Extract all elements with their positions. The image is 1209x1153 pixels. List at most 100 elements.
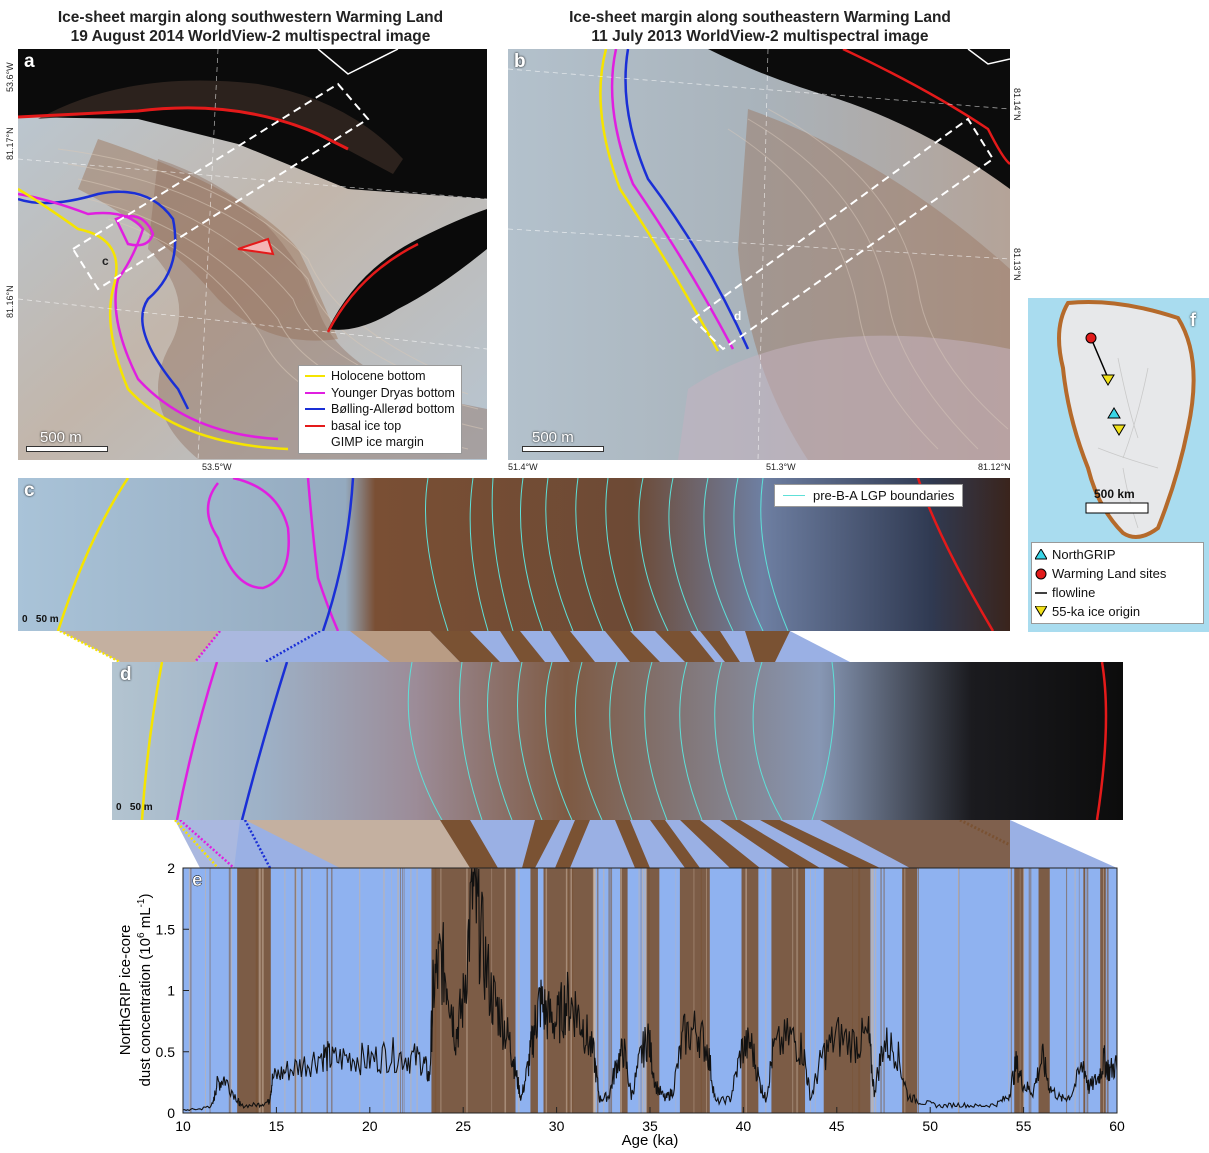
connector-de-yd-line bbox=[179, 820, 235, 868]
panel-d-image-svg bbox=[112, 662, 1123, 820]
legend-holocene: Holocene bottom bbox=[305, 368, 455, 385]
panel-a-basal-ice-top-line bbox=[18, 106, 349, 151]
legend-basal-ice: basal ice top bbox=[305, 418, 455, 435]
stadial-band-13 bbox=[1083, 868, 1086, 1113]
connector-de-band-6 bbox=[680, 820, 760, 868]
connector-de-band-3 bbox=[555, 820, 590, 868]
x-tick-label-10: 60 bbox=[1109, 1118, 1125, 1134]
panel-a-basal-ice-patch bbox=[237, 237, 275, 256]
black-line-icon bbox=[1035, 591, 1047, 594]
chart-y-label-unit: mL bbox=[137, 907, 154, 932]
chart-x-label: Age (ka) bbox=[622, 1132, 679, 1149]
stadial-band-9 bbox=[823, 868, 871, 1113]
panel-b-image-svg bbox=[508, 49, 1010, 460]
connector-de-band-7 bbox=[720, 820, 820, 868]
stadial-band-0 bbox=[237, 868, 271, 1113]
panel-d-scale-text: 50 m bbox=[129, 802, 153, 813]
panel-b-bolling-allerod-line bbox=[624, 49, 750, 350]
connector-de-band-2 bbox=[522, 820, 560, 868]
panel-c-label: c bbox=[24, 480, 35, 501]
panel-a-scalebar: 500 m bbox=[26, 429, 108, 452]
panel-a-scale-text: 500 m bbox=[40, 429, 82, 446]
panel-b-coord-right-1: 81.14°N bbox=[1012, 88, 1022, 121]
panel-a-rock-outcrop bbox=[38, 80, 403, 174]
connector-de-ba-line bbox=[243, 820, 272, 868]
panel-b-graticule bbox=[508, 49, 1010, 460]
lgp-boundary-swatch bbox=[783, 495, 805, 496]
x-tick-label-6: 40 bbox=[736, 1118, 752, 1134]
y-tick-label-1: 0.5 bbox=[156, 1044, 176, 1060]
panel-c-detail-image: c 0 50 m pre-B-A LGP boundaries bbox=[18, 478, 1010, 631]
panel-c-bolling-allerod-line bbox=[321, 478, 355, 631]
left-title-line2: 19 August 2014 WorldView-2 multispectral… bbox=[70, 28, 431, 45]
panel-a-graticule bbox=[18, 49, 487, 460]
x-tick-label-3: 25 bbox=[455, 1118, 471, 1134]
chart-y-label-main: dust concentration (10 bbox=[137, 938, 154, 1086]
panel-b-satellite-image: b d 500 m bbox=[508, 49, 1010, 460]
stadial-band-2 bbox=[530, 868, 538, 1113]
panel-a-younger-dryas-loop bbox=[114, 214, 155, 247]
panel-f-map-svg bbox=[1057, 300, 1196, 539]
y-tick-label-2: 1 bbox=[167, 983, 175, 999]
panel-c-younger-dryas-line bbox=[306, 478, 340, 631]
chart-x-ticks: 10 15 20 25 30 35 40 45 50 55 60 bbox=[175, 1107, 1125, 1134]
legend-northgrip: NorthGRIP bbox=[1035, 545, 1200, 564]
panel-b-lobe bbox=[678, 335, 1010, 460]
x-tick-label-4: 30 bbox=[549, 1118, 565, 1134]
panel-a-label: a bbox=[24, 51, 35, 72]
younger-dryas-swatch bbox=[305, 391, 325, 394]
panel-d-younger-dryas-line bbox=[175, 662, 219, 820]
panel-b-coord-right-2: 81.13°N bbox=[1012, 248, 1022, 281]
connector-de-ba-band bbox=[245, 820, 480, 868]
panel-a-scale-bar bbox=[26, 446, 108, 452]
connector-de-holocene-line bbox=[174, 820, 219, 868]
ice-origin-icon-1 bbox=[1101, 374, 1115, 386]
chart-y-label-sup2: -1 bbox=[136, 898, 147, 907]
panel-b-basal-ice-top-line bbox=[842, 49, 1010, 166]
panel-a-basal-ice-top-line-2 bbox=[326, 242, 419, 333]
y-tick-label-0: 0 bbox=[167, 1105, 175, 1121]
panel-b-coord-bottom-mid: 51.3°W bbox=[766, 462, 796, 472]
connector-de-band-5 bbox=[650, 820, 700, 868]
x-tick-label-5: 35 bbox=[642, 1118, 658, 1134]
panel-b-coord-bottom-right: 81.12°N bbox=[978, 462, 1011, 472]
flowline-icon bbox=[1090, 337, 1109, 379]
legend-warming-land: Warming Land sites bbox=[1035, 564, 1200, 583]
legend-flowline-label: flowline bbox=[1052, 585, 1096, 600]
panel-d-scale-zero: 0 bbox=[116, 802, 122, 813]
stadial-band-6 bbox=[679, 868, 710, 1113]
warming-land-site-icon bbox=[1085, 332, 1097, 344]
stadial-band-12 bbox=[1038, 868, 1050, 1113]
x-tick-label-0: 10 bbox=[175, 1118, 191, 1134]
panel-a-coord-left-2: 81.16°N bbox=[5, 285, 15, 318]
northgrip-icon bbox=[1107, 407, 1121, 419]
panel-d-scale: 0 50 m bbox=[116, 802, 153, 813]
panel-a-gimp-margin bbox=[317, 49, 399, 75]
panel-a-satellite-image: a c Holocene bottom Younger Dryas bottom… bbox=[18, 49, 487, 460]
legend-younger-dryas: Younger Dryas bottom bbox=[305, 385, 455, 402]
panel-d-basal-ice-top-line bbox=[1095, 662, 1108, 820]
basal-ice-swatch bbox=[305, 424, 325, 427]
bolling-allerod-swatch bbox=[305, 408, 325, 411]
x-tick-label-2: 20 bbox=[362, 1118, 378, 1134]
panel-b-scale-text: 500 m bbox=[532, 429, 574, 446]
panel-a-holocene-line bbox=[18, 187, 289, 451]
panel-c-legend-label: pre-B-A LGP boundaries bbox=[813, 488, 955, 503]
connector-cd-band-4 bbox=[605, 631, 660, 662]
panel-c-scale: 0 50 m bbox=[22, 614, 59, 625]
panel-b-coord-bottom-left: 51.4°W bbox=[508, 462, 538, 472]
panel-c-younger-dryas-loop bbox=[206, 478, 290, 590]
connector-de-band-1 bbox=[440, 820, 498, 868]
chart-y-ticks: 0 0.5 1 1.5 2 bbox=[156, 860, 189, 1121]
holocene-swatch bbox=[305, 375, 325, 378]
chart-y-label-line2: dust concentration (106 mL-1) bbox=[136, 894, 154, 1087]
chart-dust-series-line bbox=[183, 867, 1118, 1112]
panel-b-inset-label: d bbox=[734, 309, 742, 323]
connector-cd-ba-band bbox=[350, 631, 460, 662]
yellow-down-triangle-icon bbox=[1035, 606, 1047, 617]
panel-b-label: b bbox=[514, 51, 526, 72]
right-title-line1: Ice-sheet margin along southeastern Warm… bbox=[569, 9, 951, 26]
legend-basal-ice-label: basal ice top bbox=[331, 418, 402, 433]
panel-c-scale-text: 50 m bbox=[35, 614, 59, 625]
connector-cd-yd-line bbox=[194, 631, 221, 662]
